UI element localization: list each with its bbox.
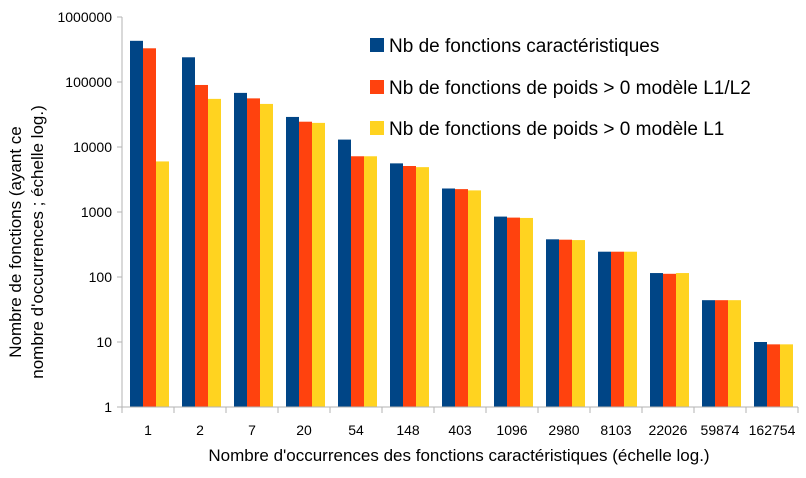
bar-series-2-1096 (507, 217, 520, 407)
y-tick-label: 1000000 (57, 9, 112, 25)
bar-series-1-2980 (546, 239, 559, 407)
bar-series-1-1 (130, 40, 143, 407)
bar-series-3-162754 (780, 344, 793, 407)
bar-series-3-22026 (676, 273, 689, 407)
bar-series-2-2 (195, 84, 208, 407)
y-tick-label: 1 (104, 399, 112, 415)
y-axis-title-line-2: nombre d'occurrences ; échelle log.) (28, 105, 47, 379)
legend-label-1: Nb de fonctions caractéristiques (389, 36, 659, 57)
legend-swatch-3 (370, 121, 384, 135)
y-tick-label: 100000 (65, 74, 112, 90)
x-axis-ticks: 1 2 7 20 54 148 403 1096 2980 8103 22026 59874 16275… (121, 407, 799, 438)
bar-series-1-8103 (598, 251, 611, 407)
bar-series-1-59874 (702, 300, 715, 407)
bar-series-3-7 (260, 103, 273, 408)
bar-series-2-20 (299, 121, 312, 407)
bar-series-1-148 (390, 163, 403, 407)
legend-swatch-1 (370, 38, 384, 52)
x-tick-label: 1096 (496, 422, 527, 438)
x-tick-label: 7 (248, 422, 256, 438)
bar-series-1-1096 (494, 216, 507, 407)
bar-series-2-8103 (611, 251, 624, 407)
bar-series-3-403 (468, 190, 481, 407)
x-tick-label: 403 (448, 422, 472, 438)
y-tick-label: 100 (89, 269, 113, 285)
bar-series-1-20 (286, 116, 299, 407)
axes (121, 17, 798, 408)
bar-series-2-54 (351, 156, 364, 407)
bar-series-3-1 (156, 161, 169, 407)
x-tick-label: 2980 (548, 422, 579, 438)
bar-series-2-1 (143, 48, 156, 408)
y-tick-label: 1000 (81, 204, 112, 220)
bar-series-3-2 (208, 98, 221, 407)
y-tick-label: 10000 (73, 139, 112, 155)
bar-series-3-8103 (624, 251, 637, 407)
bar-series-2-162754 (767, 344, 780, 407)
bar-series-2-148 (403, 166, 416, 407)
y-axis-title-line-1: Nombre de fonctions (ayant ce (6, 126, 25, 358)
bars (130, 40, 793, 408)
bar-series-1-403 (442, 188, 455, 407)
y-axis-ticks: 1 10 100 1000 10000 100000 1000000 (57, 9, 122, 415)
bar-series-3-148 (416, 167, 429, 407)
bar-series-2-7 (247, 98, 260, 408)
legend: Nb de fonctions caractéristiques Nb de fo… (370, 36, 751, 140)
x-tick-label: 59874 (701, 422, 740, 438)
x-tick-label: 2 (196, 422, 204, 438)
x-tick-label: 148 (396, 422, 420, 438)
y-tick-label: 10 (96, 334, 112, 350)
bar-series-2-403 (455, 189, 468, 407)
x-tick-label: 22026 (649, 422, 688, 438)
bar-series-3-2980 (572, 240, 585, 407)
legend-label-2: Nb de fonctions de poids > 0 modèle L1/L… (389, 78, 751, 99)
bar-series-1-7 (234, 92, 247, 407)
bar-series-3-59874 (728, 300, 741, 407)
bar-series-2-2980 (559, 239, 572, 407)
bar-series-2-22026 (663, 273, 676, 407)
x-tick-label: 1 (144, 422, 152, 438)
x-tick-label: 8103 (600, 422, 631, 438)
bar-series-3-1096 (520, 217, 533, 407)
x-tick-label: 54 (348, 422, 364, 438)
x-axis-title: Nombre d'occurrences des fonctions carac… (208, 446, 709, 465)
bar-series-1-162754 (754, 342, 767, 407)
legend-label-3: Nb de fonctions de poids > 0 modèle L1 (389, 119, 724, 140)
bar-series-3-54 (364, 156, 377, 407)
x-tick-label: 162754 (749, 422, 796, 438)
bar-series-1-22026 (650, 273, 663, 407)
y-axis-title: Nombre de fonctions (ayant ce nombre d'o… (6, 105, 47, 379)
bar-series-3-20 (312, 122, 325, 407)
x-tick-label: 20 (296, 422, 312, 438)
bar-series-2-59874 (715, 300, 728, 407)
bar-series-1-2 (182, 57, 195, 407)
legend-swatch-2 (370, 80, 384, 94)
bar-series-1-54 (338, 139, 351, 407)
